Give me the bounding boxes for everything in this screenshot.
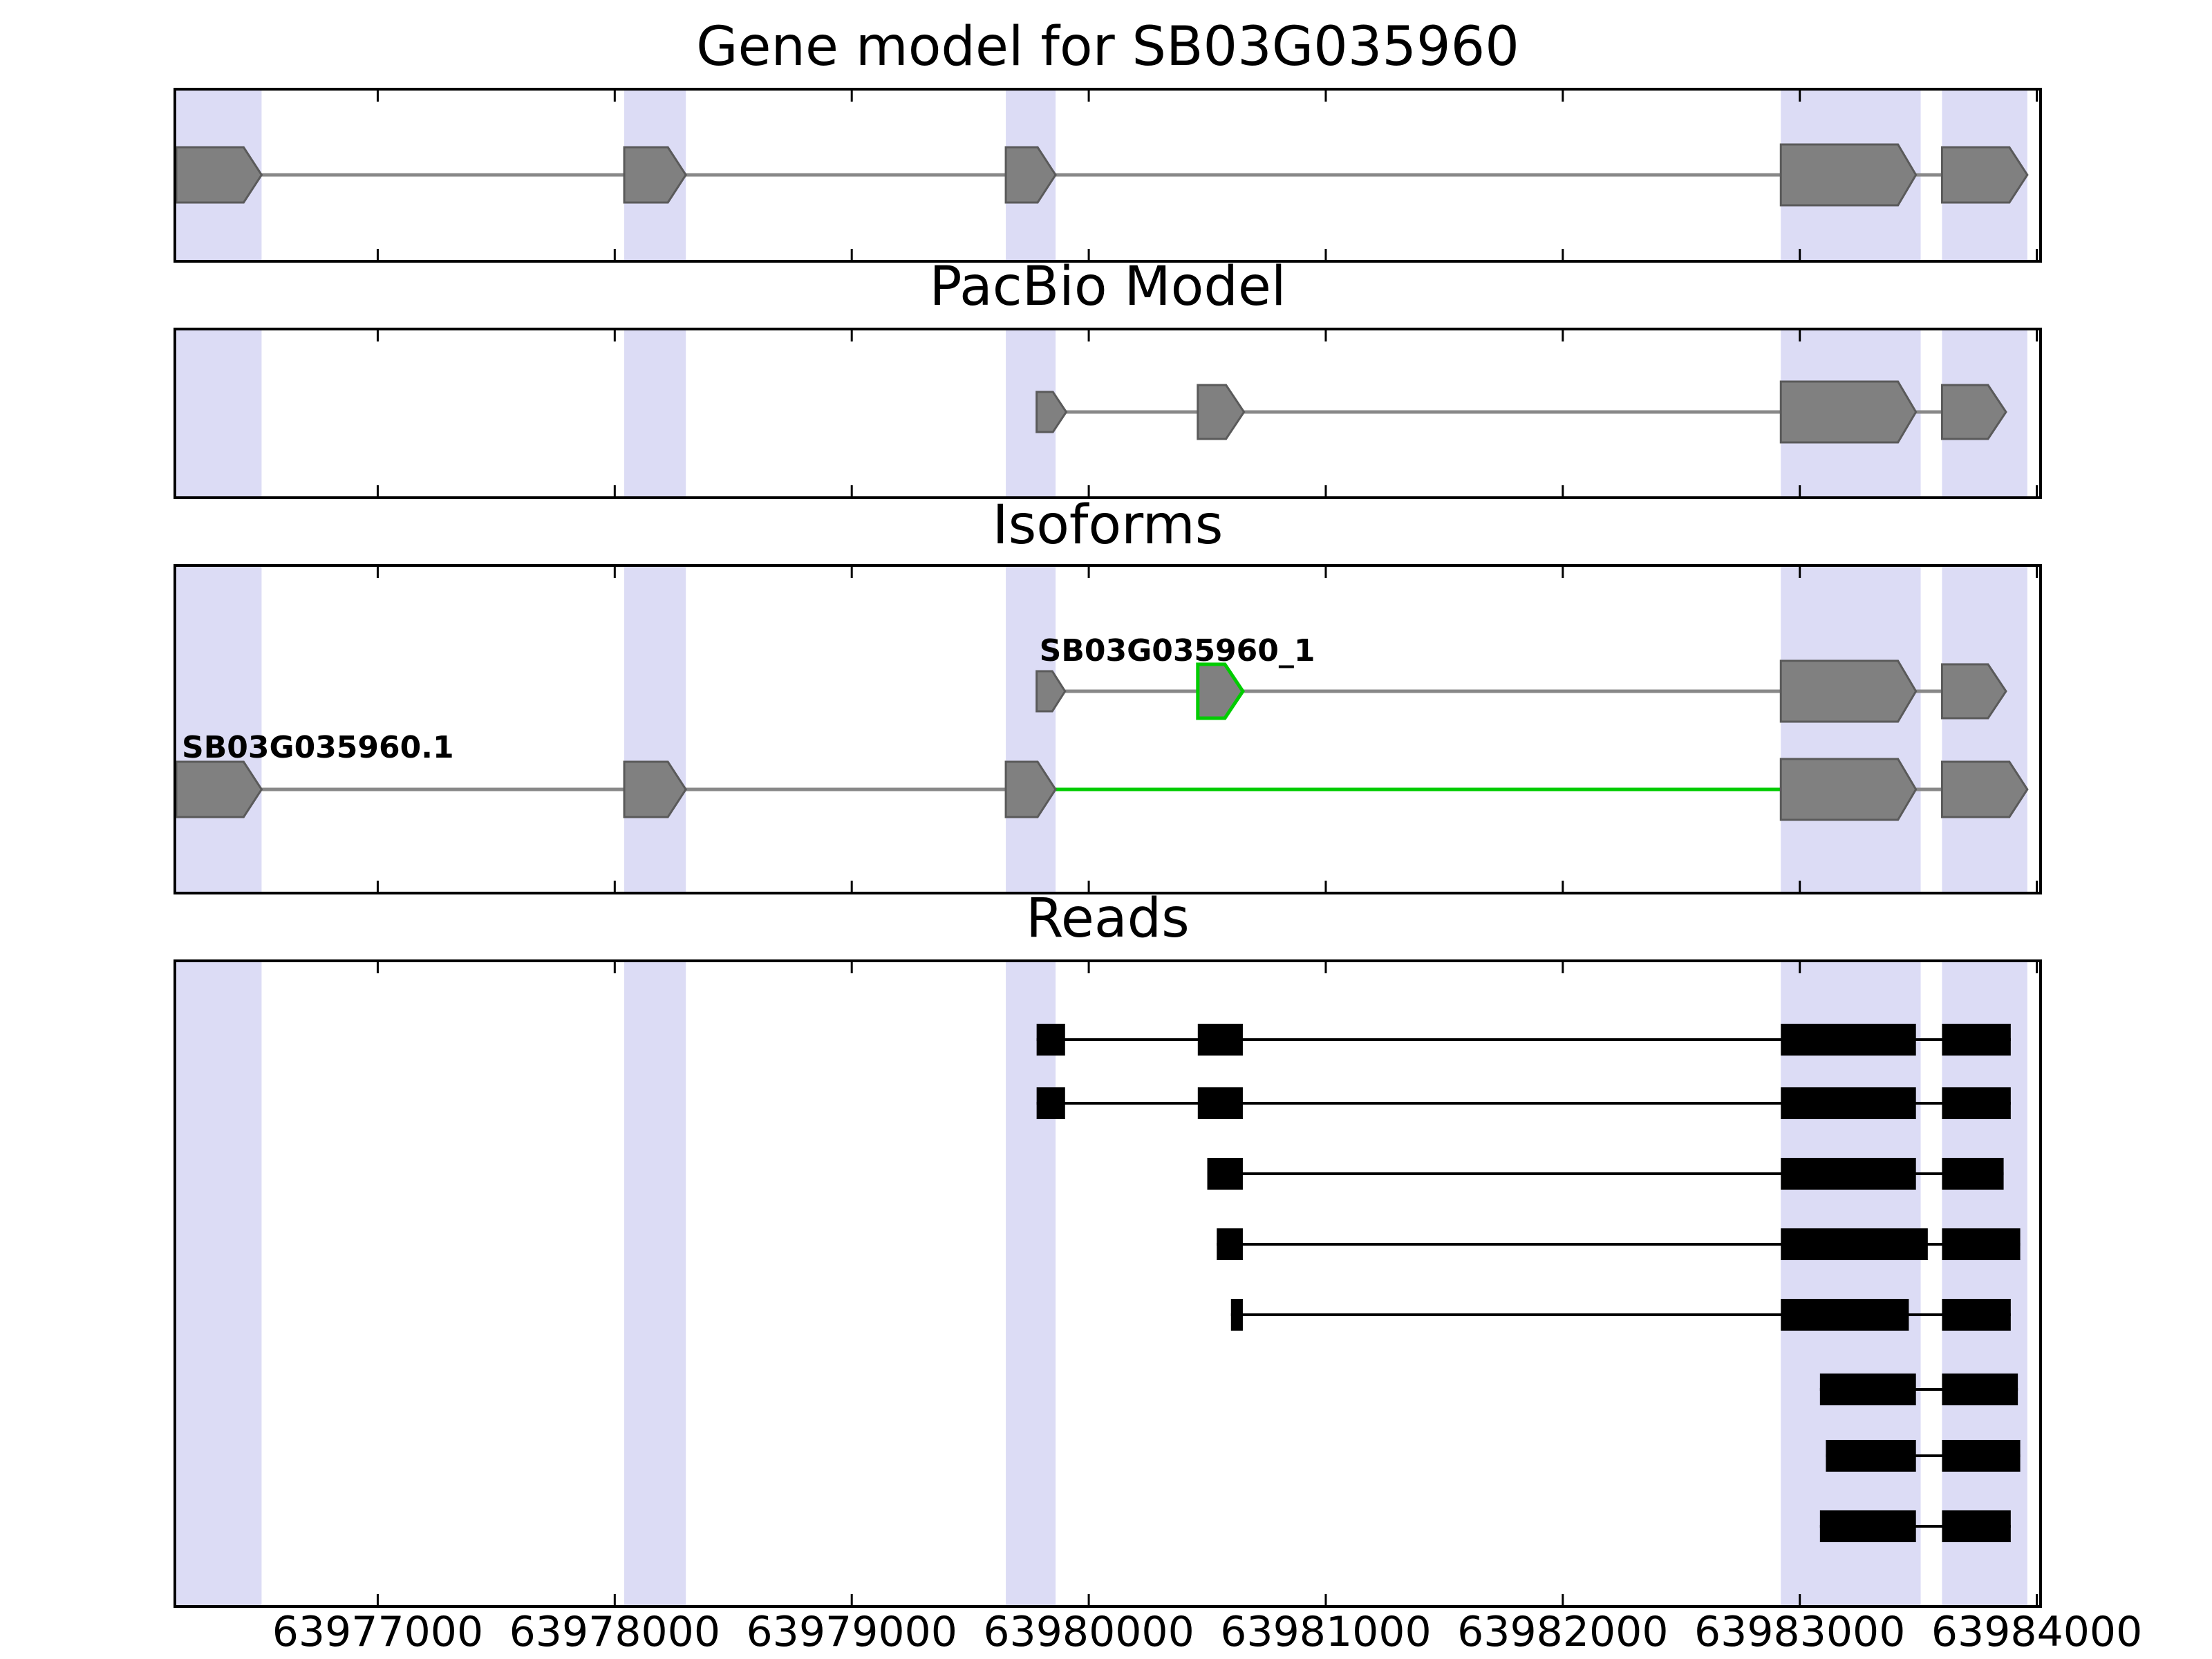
panel-canvas <box>176 330 2038 496</box>
highlight-band <box>1781 962 1921 1605</box>
exon <box>1940 760 2029 818</box>
exon <box>1940 146 2029 204</box>
pacbio-panel <box>174 328 2042 499</box>
read-block <box>1197 1087 1243 1119</box>
isoform-label: SB03G035960_1 <box>1039 633 1315 668</box>
x-tick-label: 63983000 <box>1694 1608 1906 1656</box>
gene-model-panel <box>174 88 2042 263</box>
read-block <box>1781 1024 1916 1056</box>
highlight-band <box>624 330 686 496</box>
read-block <box>1197 1024 1243 1056</box>
exon <box>623 146 687 204</box>
panel-canvas <box>176 962 2038 1605</box>
exon <box>176 760 263 818</box>
x-tick-label: 63980000 <box>983 1608 1194 1656</box>
read-block <box>1826 1440 1916 1472</box>
panel-canvas <box>176 567 2038 892</box>
highlight-band <box>1942 567 2027 892</box>
read-block <box>1942 1087 2011 1119</box>
exon <box>1779 758 1918 821</box>
x-tick-label: 63978000 <box>509 1608 721 1656</box>
exon <box>1035 391 1068 433</box>
read-block <box>1781 1228 1928 1260</box>
read-block <box>1036 1087 1065 1119</box>
highlight-band <box>1006 962 1056 1605</box>
read-block <box>1819 1374 1916 1405</box>
highlight-band <box>1006 567 1056 892</box>
highlight-band <box>176 962 262 1605</box>
highlight-band <box>176 330 262 496</box>
x-tick-label: 63982000 <box>1457 1608 1669 1656</box>
exon <box>1004 146 1057 204</box>
x-tick-label: 63981000 <box>1220 1608 1432 1656</box>
read-block <box>1781 1158 1916 1190</box>
read-block <box>1942 1299 2011 1331</box>
read-block <box>1230 1299 1243 1331</box>
read-block <box>1942 1440 2021 1472</box>
gene-model-title: Gene model for SB03G035960 <box>696 16 1519 78</box>
highlight-band <box>176 567 262 892</box>
panel-canvas <box>176 91 2038 260</box>
isoforms-panel: SB03G035960_1 SB03G035960.1 <box>174 564 2042 894</box>
exon <box>1940 663 2007 720</box>
x-tick-label: 63979000 <box>746 1608 957 1656</box>
highlight-band <box>1942 962 2027 1605</box>
read-block <box>1207 1158 1243 1190</box>
exon <box>623 760 687 818</box>
read-block <box>1942 1374 2018 1405</box>
read-block <box>1781 1087 1916 1119</box>
exon <box>1779 143 1918 207</box>
reads-title: Reads <box>1026 888 1190 950</box>
highlight-band <box>624 567 686 892</box>
read-block <box>1942 1158 2004 1190</box>
pacbio-title: PacBio Model <box>929 256 1286 318</box>
exon <box>176 146 263 204</box>
exon <box>1004 760 1057 818</box>
read-block <box>1036 1024 1065 1056</box>
isoform-label: SB03G035960.1 <box>182 730 454 765</box>
highlight-band <box>1781 567 1921 892</box>
x-tick-label: 63984000 <box>1931 1608 2143 1656</box>
exon <box>1035 670 1067 713</box>
reads-panel <box>174 959 2042 1608</box>
read-block <box>1819 1510 1916 1542</box>
exon <box>1779 380 1918 444</box>
x-axis: 63977000 63978000 63979000 63980000 63981000… <box>0 1605 2212 1656</box>
exon <box>1196 662 1245 720</box>
highlight-band <box>624 962 686 1605</box>
x-tick-label: 63977000 <box>272 1608 484 1656</box>
exon <box>1779 659 1918 723</box>
read-block <box>1781 1299 1909 1331</box>
read-block <box>1942 1510 2011 1542</box>
read-block <box>1217 1228 1243 1260</box>
read-block <box>1942 1024 2011 1056</box>
exon <box>1197 384 1246 440</box>
exon <box>1940 384 2007 440</box>
read-block <box>1942 1228 2021 1260</box>
isoforms-title: Isoforms <box>992 494 1224 556</box>
